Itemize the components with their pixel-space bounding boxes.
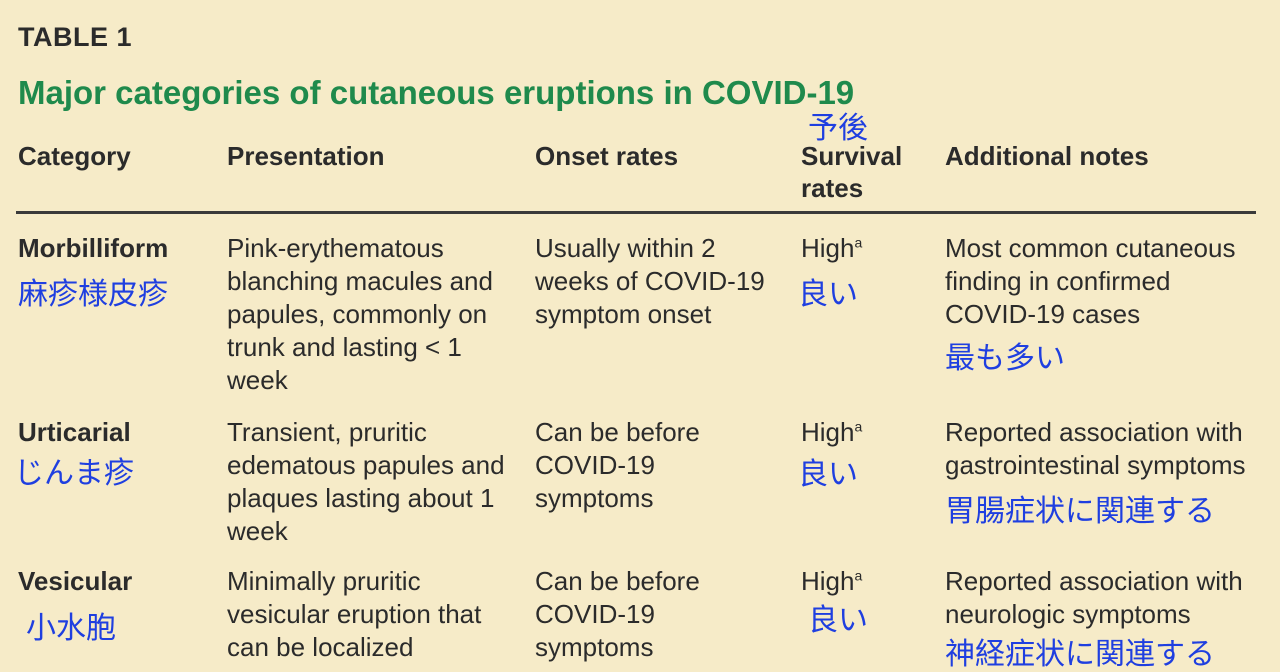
table-label: TABLE 1	[18, 22, 133, 52]
header-presentation: Presentation	[227, 141, 385, 171]
row-survival-footnote: a	[854, 418, 863, 435]
row-presentation: Minimally pruritic vesicular eruption th…	[227, 566, 482, 662]
row-category-annotation: 麻疹様皮疹	[18, 277, 168, 312]
row-survival: Higha	[801, 232, 862, 265]
row-category-annotation: じんま疹	[14, 456, 134, 491]
row-notes: Most common cutaneous finding in confirm…	[945, 233, 1236, 329]
row-survival-footnote: a	[854, 234, 863, 251]
header-survival: Survival rates	[801, 140, 902, 204]
row-notes-annotation: 胃腸症状に関連する	[945, 494, 1215, 529]
table-title: Major categories of cutaneous eruptions …	[18, 74, 855, 111]
row-presentation: Transient, pruritic edematous papules an…	[227, 417, 505, 546]
row-survival-value: High	[801, 417, 855, 447]
row-presentation: Pink-erythematous blanching macules and …	[227, 233, 493, 395]
row-category: Vesicular	[18, 566, 133, 596]
header-survival-line1: Survival	[801, 141, 903, 171]
row-survival: Higha	[801, 565, 862, 598]
row-onset: Usually within 2 weeks of COVID-19 sympt…	[535, 233, 765, 329]
header-survival-annotation: 予後	[808, 111, 868, 146]
row-survival-annotation: 良い	[798, 457, 858, 492]
row-category: Morbilliform	[18, 233, 169, 263]
header-category: Category	[18, 141, 131, 171]
row-survival-value: High	[801, 233, 855, 263]
row-survival-value: High	[801, 566, 855, 596]
row-notes-annotation: 最も多い	[945, 341, 1065, 376]
row-survival: Higha	[801, 416, 862, 449]
row-survival-annotation: 良い	[798, 277, 858, 312]
row-notes-annotation: 神経症状に関連する	[945, 637, 1215, 672]
row-survival-annotation: 良い	[808, 603, 868, 638]
row-onset: Can be before COVID-19 symptoms	[535, 417, 700, 513]
row-notes: Reported association with gastrointestin…	[945, 417, 1246, 480]
row-category: Urticarial	[18, 417, 131, 447]
row-category-annotation: 小水胞	[26, 611, 116, 646]
row-survival-footnote: a	[854, 567, 863, 584]
header-notes: Additional notes	[945, 141, 1149, 171]
header-divider	[16, 211, 1256, 214]
header-survival-line2: rates	[801, 173, 864, 203]
header-onset: Onset rates	[535, 141, 679, 171]
row-onset: Can be before COVID-19 symptoms	[535, 566, 700, 662]
row-notes: Reported association with neurologic sym…	[945, 566, 1243, 629]
